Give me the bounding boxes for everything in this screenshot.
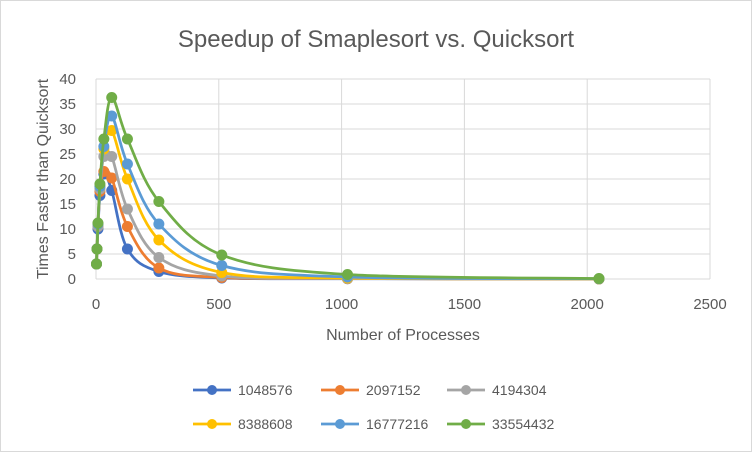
data-point-33554432-x32 [98,133,110,145]
data-point-33554432-x64 [106,92,118,103]
series-line-2097152 [95,168,601,281]
legend-swatch-marker [335,419,345,429]
data-point-2097152-x64 [106,172,118,184]
legend-label: 8388608 [238,416,293,432]
data-point-33554432-x8 [92,217,104,229]
data-point-33554432-x128 [121,133,133,145]
y-tick-label: 30 [59,121,76,138]
series-line-1048576 [95,172,601,281]
legend-item-16777216: 16777216 [321,416,429,432]
x-tick-label: 1000 [325,296,358,313]
x-tick-label: 2500 [693,296,726,313]
y-tick-label: 40 [59,71,76,88]
legend-label: 4194304 [492,382,547,398]
y-tick-label: 0 [68,271,76,288]
legend-item-8388608: 8388608 [193,416,293,432]
data-point-16777216-x256 [153,218,165,230]
y-tick-label: 5 [68,246,76,263]
data-point-33554432-x2 [90,258,102,270]
series-16777216 [90,110,605,285]
y-tick-labels: 0 5 10 15 20 25 30 35 40 [59,71,76,288]
legend-item-33554432: 33554432 [447,416,555,432]
legend-swatch-marker [207,419,217,429]
legend-label: 33554432 [492,416,555,432]
data-point-33554432-x1024 [341,269,353,280]
series-2097152 [90,166,605,285]
data-point-33554432-x2048 [593,273,605,284]
legend-label: 1048576 [238,382,293,398]
data-point-33554432-x4 [91,243,103,255]
x-tick-label: 1500 [448,296,481,313]
data-point-33554432-x512 [216,249,228,261]
y-axis-title: Times Faster than Quicksort [35,78,52,279]
legend-swatch-marker [335,385,345,395]
data-point-16777216-x512 [216,260,228,271]
x-tick-label: 0 [92,296,100,313]
data-point-33554432-x256 [153,196,165,207]
x-axis-title: Number of Processes [326,327,480,344]
data-point-2097152-x128 [121,221,133,232]
x-tick-labels: 0 500 1000 1500 2000 2500 [92,296,727,313]
data-point-4194304-x256 [153,252,165,263]
y-tick-label: 35 [59,96,76,113]
series-33554432 [90,92,605,284]
legend-swatch-marker [207,385,217,395]
legend-item-1048576: 1048576 [193,382,293,398]
legend-item-4194304: 4194304 [447,382,547,398]
legend-label: 2097152 [366,382,421,398]
data-point-4194304-x64 [106,151,118,162]
legend-item-2097152: 2097152 [321,382,421,398]
series-4194304 [90,149,605,285]
y-tick-label: 20 [59,171,76,188]
data-point-1048576-x128 [121,243,133,255]
legend-swatch-marker [461,385,471,395]
legend: 1048576 2097152 4194304 8388608 16777216 3355… [193,382,555,432]
y-tick-label: 25 [59,146,76,163]
legend-swatch-marker [461,419,471,429]
gridlines [95,78,711,280]
y-tick-label: 10 [59,221,76,238]
x-tick-label: 2000 [571,296,604,313]
series-line-4194304 [95,149,601,281]
x-tick-label: 500 [206,296,231,313]
data-point-16777216-x128 [121,158,133,170]
series-1048576 [90,168,605,285]
data-point-2097152-x256 [153,262,165,274]
series-8388608 [90,125,605,285]
data-point-4194304-x128 [121,203,133,215]
plot-area [90,92,605,285]
data-point-8388608-x256 [153,234,165,246]
chart-title: Speedup of Smaplesort vs. Quicksort [178,26,575,53]
y-tick-label: 15 [59,196,76,213]
data-point-33554432-x16 [94,178,106,190]
legend-label: 16777216 [366,416,429,432]
